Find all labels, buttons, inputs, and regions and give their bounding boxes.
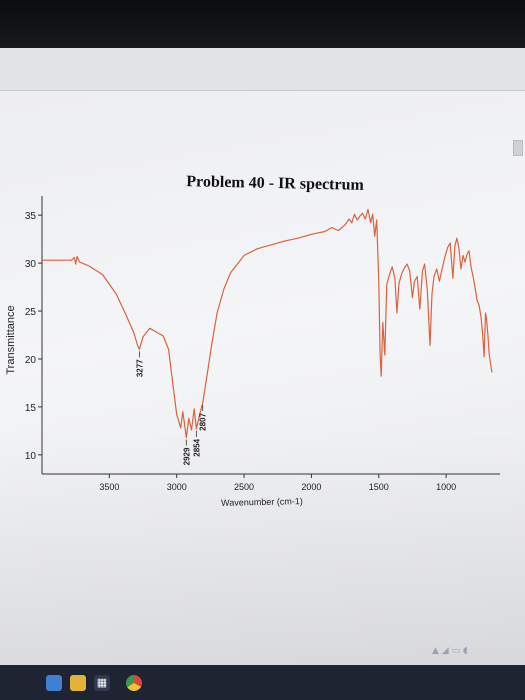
y-tick-label-35: 35 [25,211,37,222]
plot-area: 10 15 20 25 30 35 3500 3000 2500 2000 1500 1000 3277… [25,196,500,492]
y-tick-label-20: 20 [25,355,37,366]
peak-label-2929: 2929 [182,447,191,465]
peak-label-2854: 2854 [192,438,201,456]
file-explorer-icon[interactable] [46,675,62,691]
peak-label-3277: 3277 [135,359,144,377]
y-tick-label-30: 30 [25,259,37,270]
y-tick-label-15: 15 [25,403,37,414]
tray-icons: ▲ ◢ ▭ ◖ [432,646,468,656]
screen [0,48,525,668]
x-tick-label-2000: 2000 [301,482,321,492]
spectrum-line-0 [42,208,493,439]
x-tick-label-3500: 3500 [99,482,119,492]
y-axis-label: Transmittance [5,305,17,374]
chrome-icon[interactable] [126,675,142,691]
x-tick-label-2500: 2500 [234,482,254,492]
chart-title: Problem 40 - IR spectrum [186,173,364,194]
store-icon[interactable]: ▦ [94,675,110,691]
taskbar: ▦ [0,665,525,700]
y-tick-label-10: 10 [25,451,37,462]
window-title-bar [0,48,525,91]
x-tick-label-1500: 1500 [369,482,389,492]
x-tick-label-3000: 3000 [167,482,187,492]
scrollbar-button[interactable] [513,140,523,156]
x-tick-label-1000: 1000 [436,482,456,492]
folder-icon[interactable] [70,675,86,691]
y-tick-label-25: 25 [25,307,37,318]
x-axis-label: Wavenumber (cm-1) [221,496,303,508]
peak-label-2807: 2807 [199,413,208,431]
